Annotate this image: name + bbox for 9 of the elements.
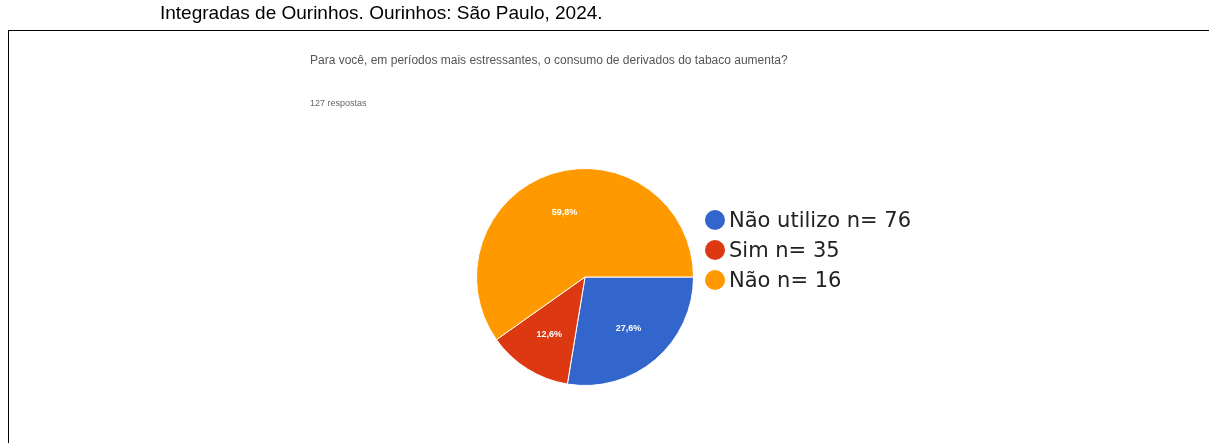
chart-title: Para você, em períodos mais estressantes, o consumo de derivados do tabaco aumenta? — [310, 52, 789, 69]
text: 127 respostas — [310, 98, 367, 108]
data-label: 27,6% — [615, 322, 642, 333]
text: Integradas de Ourinhos. Ourinhos: São Paulo, 2024. — [160, 2, 603, 24]
data-label: 59,8% — [551, 207, 578, 218]
legend-label: Não utilizo n= 76 — [729, 208, 911, 232]
legend-label: Sim n= 35 — [729, 238, 840, 262]
legend-label: Não n= 16 — [729, 268, 842, 292]
data-label: 12,6% — [536, 328, 563, 339]
